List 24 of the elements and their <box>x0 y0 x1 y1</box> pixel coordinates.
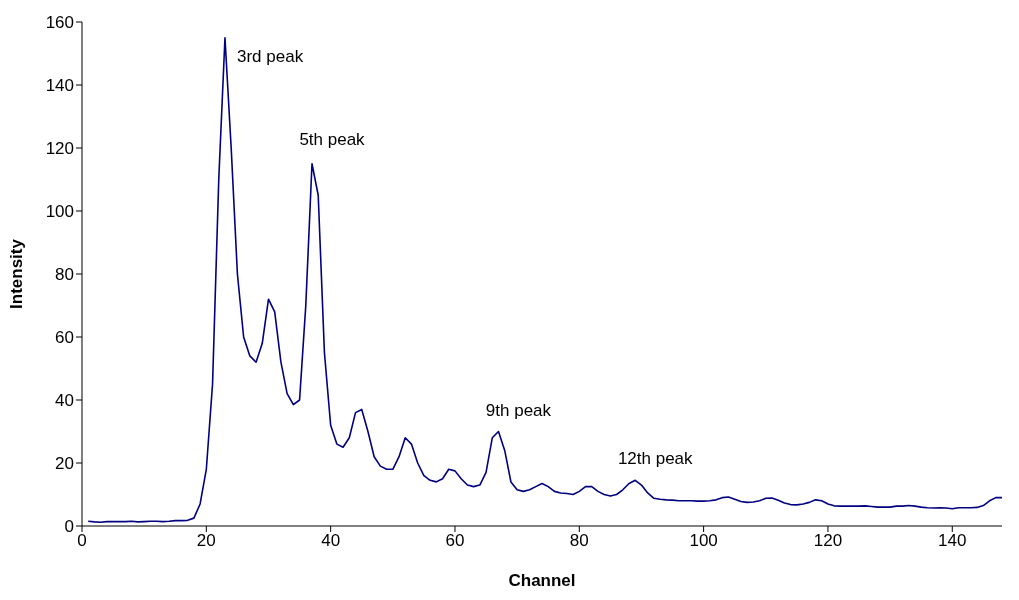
y-axis-title: Intensity <box>7 238 27 309</box>
y-tick-label: 160 <box>45 13 74 33</box>
y-tick-label: 20 <box>55 454 74 474</box>
y-tick-label: 140 <box>45 76 74 96</box>
x-tick-label: 0 <box>77 531 87 551</box>
line-series <box>87 36 1002 524</box>
y-tick-label: 0 <box>64 517 74 537</box>
y-tick-label: 60 <box>55 328 74 348</box>
y-tick-label: 120 <box>45 139 74 159</box>
y-tick-label: 40 <box>55 391 74 411</box>
x-tick-label: 60 <box>445 531 465 551</box>
y-tick-label: 100 <box>45 202 74 222</box>
x-tick-label: 80 <box>569 531 589 551</box>
x-tick-label: 40 <box>321 531 341 551</box>
x-axis-title: Channel <box>508 571 576 590</box>
annotation: 9th peak <box>485 400 552 420</box>
x-tick-label: 140 <box>938 531 967 551</box>
y-tick-label: 80 <box>55 265 74 285</box>
annotation: 5th peak <box>299 129 366 149</box>
x-tick-label: 20 <box>196 531 216 551</box>
x-tick-label: 100 <box>689 531 718 551</box>
x-tick-label: 120 <box>813 531 843 551</box>
annotation: 3rd peak <box>236 46 304 66</box>
annotation: 12th peak <box>617 449 694 469</box>
